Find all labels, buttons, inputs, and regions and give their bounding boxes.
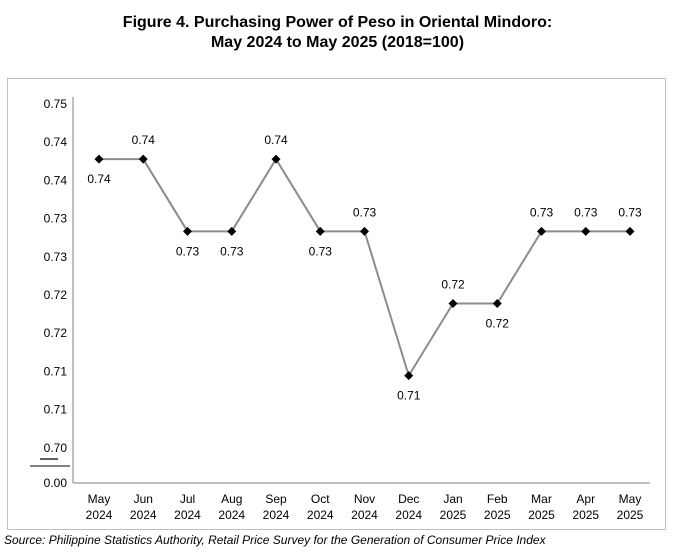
x-tick-label: Oct <box>311 492 330 506</box>
x-tick-label: 2024 <box>263 508 290 522</box>
y-tick-label: 0.70 <box>44 441 68 455</box>
y-tick-label: 0.73 <box>44 250 68 264</box>
data-point-marker <box>138 154 148 164</box>
data-label: 0.73 <box>309 244 333 258</box>
y-tick-label: 0.00 <box>44 476 68 490</box>
data-point-marker <box>271 154 281 164</box>
data-label: 0.73 <box>618 205 642 219</box>
data-point-marker <box>360 226 369 236</box>
data-label: 0.73 <box>530 205 554 219</box>
x-tick-label: Sep <box>265 492 287 506</box>
x-tick-label: Mar <box>531 492 552 506</box>
chart-title-line-1: Figure 4. Purchasing Power of Peso in Or… <box>122 14 553 31</box>
x-tick-label: Jun <box>134 492 153 506</box>
x-tick-label: 2024 <box>351 508 378 522</box>
data-label: 0.73 <box>220 244 244 258</box>
x-tick-label: Jan <box>443 492 462 506</box>
x-tick-label: Aug <box>221 492 242 506</box>
x-tick-label: 2025 <box>572 508 599 522</box>
source-note: Source: Philippine Statistics Authority,… <box>4 533 546 547</box>
x-tick-label: 2024 <box>174 508 201 522</box>
y-tick-label: 0.75 <box>44 97 68 111</box>
x-tick-label: 2024 <box>307 508 334 522</box>
y-tick-label: 0.72 <box>44 326 68 340</box>
x-tick-label: Dec <box>398 492 419 506</box>
data-point-marker <box>625 226 635 236</box>
x-tick-label: 2025 <box>440 508 467 522</box>
x-tick-label: Feb <box>487 492 508 506</box>
data-label: 0.72 <box>441 277 465 291</box>
y-tick-label: 0.73 <box>44 212 68 226</box>
data-label: 0.71 <box>397 389 421 403</box>
x-tick-label: Jul <box>180 492 195 506</box>
y-tick-label: 0.71 <box>44 364 68 378</box>
y-tick-label: 0.74 <box>44 135 68 149</box>
data-label: 0.74 <box>264 133 288 147</box>
x-tick-label: 2025 <box>484 508 511 522</box>
data-label: 0.73 <box>574 205 598 219</box>
data-point-marker <box>94 154 104 164</box>
series-line <box>99 157 630 379</box>
x-tick-label: Nov <box>354 492 375 506</box>
data-label: 0.73 <box>353 205 377 219</box>
x-tick-label: 2025 <box>617 508 644 522</box>
y-tick-label: 0.74 <box>44 173 68 187</box>
chart-title-line-2: May 2024 to May 2025 (2018=100) <box>210 34 465 51</box>
data-point-marker <box>537 226 546 236</box>
x-tick-label: May <box>619 492 642 506</box>
x-tick-label: 2025 <box>528 508 555 522</box>
x-tick-label: Apr <box>576 492 595 506</box>
data-label: 0.73 <box>176 244 200 258</box>
chart-frame <box>7 78 666 530</box>
x-tick-label: 2024 <box>86 508 113 522</box>
x-tick-label: 2024 <box>218 508 245 522</box>
y-tick-label: 0.71 <box>44 403 68 417</box>
data-label: 0.74 <box>132 133 156 147</box>
data-point-marker <box>183 226 192 236</box>
x-tick-label: May <box>88 492 111 506</box>
data-point-marker <box>227 226 237 236</box>
y-tick-label: 0.72 <box>44 288 68 302</box>
data-point-marker <box>448 298 458 308</box>
data-point-marker <box>315 226 325 236</box>
data-label: 0.74 <box>87 172 111 186</box>
x-tick-label: 2024 <box>130 508 157 522</box>
data-point-marker <box>581 226 591 236</box>
x-tick-label: 2024 <box>395 508 422 522</box>
data-label: 0.72 <box>486 316 510 330</box>
data-point-marker <box>492 298 502 308</box>
data-point-marker <box>404 371 414 381</box>
